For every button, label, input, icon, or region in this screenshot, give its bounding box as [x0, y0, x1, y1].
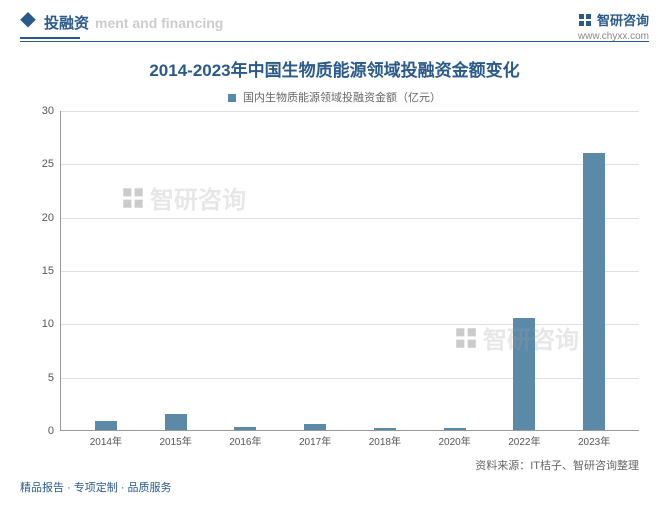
brand-name: 智研咨询 — [597, 10, 649, 29]
legend-label: 国内生物质能源领域投融资金额（亿元） — [243, 92, 441, 104]
bar-group: 2017年 — [280, 111, 350, 430]
bar-group: 2015年 — [141, 111, 211, 430]
x-tick-label: 2018年 — [369, 433, 401, 448]
footer-text: 精品报告 · 专项定制 · 品质服务 — [20, 479, 172, 495]
chart-area: 051015202530 2014年2015年2016年2017年2018年20… — [60, 111, 639, 431]
source-text: 资料来源：IT桔子、智研咨询整理 — [475, 457, 639, 473]
x-tick-label: 2023年 — [578, 433, 610, 448]
brand-url: www.chyxx.com — [577, 31, 649, 42]
x-tick-label: 2014年 — [90, 433, 122, 448]
diamond-icon — [20, 12, 36, 33]
bar — [165, 414, 187, 430]
y-tick-label: 10 — [42, 318, 54, 330]
bar — [513, 318, 535, 430]
x-tick-label: 2015年 — [160, 433, 192, 448]
plot-area: 2014年2015年2016年2017年2018年2020年2022年2023年 — [60, 111, 639, 431]
header-divider — [20, 41, 649, 42]
bars-group: 2014年2015年2016年2017年2018年2020年2022年2023年 — [61, 111, 639, 430]
chart-legend: 国内生物质能源领域投融资金额（亿元） — [0, 89, 669, 105]
title-underline — [20, 37, 80, 39]
y-tick-label: 20 — [42, 212, 54, 224]
header-title-cn: 投融资 — [44, 12, 89, 33]
bar — [234, 427, 256, 430]
legend-swatch — [228, 94, 236, 102]
y-tick-label: 5 — [48, 372, 54, 384]
y-tick-label: 30 — [42, 105, 54, 117]
x-tick-label: 2020年 — [439, 433, 471, 448]
chart-container: 投融资 ment and financing 智研咨询 www.chyxx.co… — [0, 0, 669, 505]
header-title-en: ment and financing — [95, 15, 223, 31]
bar-group: 2014年 — [71, 111, 141, 430]
x-tick-label: 2016年 — [229, 433, 261, 448]
chart-title: 2014-2023年中国生物质能源领域投融资金额变化 — [0, 56, 669, 81]
y-tick-label: 15 — [42, 265, 54, 277]
y-axis: 051015202530 — [30, 111, 60, 431]
bar-group: 2020年 — [420, 111, 490, 430]
bar — [583, 153, 605, 430]
header: 投融资 ment and financing 智研咨询 www.chyxx.co… — [0, 0, 669, 37]
bar — [95, 421, 117, 430]
bar-group: 2022年 — [490, 111, 560, 430]
brand-block: 智研咨询 www.chyxx.com — [577, 10, 649, 42]
y-tick-label: 25 — [42, 158, 54, 170]
x-tick-label: 2017年 — [299, 433, 331, 448]
bar — [374, 428, 396, 430]
bar-group: 2016年 — [211, 111, 281, 430]
bar — [444, 428, 466, 430]
x-tick-label: 2022年 — [508, 433, 540, 448]
bar — [304, 424, 326, 430]
bar-group: 2018年 — [350, 111, 420, 430]
brand-logo-icon — [577, 12, 593, 28]
bar-group: 2023年 — [559, 111, 629, 430]
y-tick-label: 0 — [48, 425, 54, 437]
